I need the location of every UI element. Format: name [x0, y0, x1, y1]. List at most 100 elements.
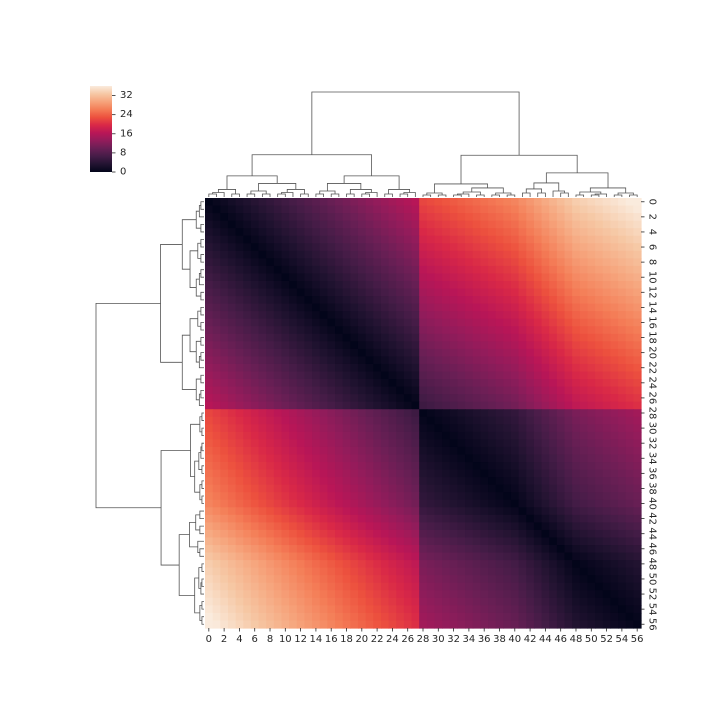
heatmap-cell	[618, 507, 627, 516]
heatmap-cell	[633, 446, 642, 456]
heatmap-cell	[549, 499, 558, 508]
heatmap-cell	[250, 545, 260, 554]
heatmap-cell	[373, 469, 382, 478]
heatmap-cell	[388, 296, 397, 305]
heatmap-cell	[579, 348, 589, 358]
heatmap-cell	[533, 280, 543, 290]
col-dendrogram-link	[453, 194, 462, 197]
heatmap-cell	[312, 280, 321, 290]
heatmap-cell	[503, 280, 512, 290]
heatmap-cell	[564, 446, 573, 456]
heatmap-cell	[572, 341, 581, 350]
heatmap-cell	[472, 567, 481, 576]
heatmap-cell	[579, 560, 589, 569]
heatmap-cell	[526, 620, 535, 629]
heatmap-cell	[266, 454, 275, 463]
heatmap-cell	[625, 424, 634, 433]
heatmap-cell	[212, 288, 221, 297]
heatmap-cell	[350, 446, 359, 456]
heatmap-cell	[243, 567, 252, 576]
heatmap-cell	[602, 371, 611, 380]
heatmap-cell	[235, 341, 244, 350]
heatmap-cell	[549, 560, 558, 569]
heatmap-cell	[503, 198, 512, 207]
heatmap-cell	[556, 620, 566, 629]
heatmap-cell	[549, 469, 558, 478]
row-dendrogram-link	[201, 427, 204, 437]
heatmap-cell	[266, 575, 275, 584]
heatmap-cell	[595, 333, 604, 342]
heatmap-cell	[357, 401, 367, 410]
heatmap-cell	[457, 582, 466, 591]
heatmap-cell	[342, 311, 351, 320]
heatmap-cell	[541, 612, 550, 622]
heatmap-cell	[342, 409, 351, 418]
heatmap-cell	[227, 363, 237, 373]
heatmap-cell	[212, 605, 221, 614]
heatmap-cell	[350, 416, 359, 425]
heatmap-cell	[610, 439, 619, 448]
heatmap-cell	[434, 431, 443, 440]
heatmap-cell	[426, 205, 436, 214]
heatmap-cell	[380, 250, 390, 259]
heatmap-cell	[289, 348, 298, 358]
heatmap-cell	[579, 235, 589, 244]
heatmap-cell	[319, 348, 328, 358]
heatmap-cell	[296, 605, 306, 614]
heatmap-cell	[235, 318, 244, 327]
heatmap-cell	[549, 537, 558, 546]
heatmap-cell	[220, 401, 229, 410]
heatmap-cell	[235, 235, 244, 244]
heatmap-cell	[273, 243, 283, 252]
heatmap-cell	[480, 394, 489, 403]
heatmap-cell	[518, 250, 527, 259]
heatmap-cell	[426, 394, 436, 403]
heatmap-cell	[610, 265, 619, 275]
heatmap-cell	[426, 537, 436, 546]
heatmap-cell	[488, 439, 497, 448]
heatmap-cell	[296, 575, 306, 584]
heatmap-cell	[595, 469, 604, 478]
col-dendrogram-link	[552, 190, 565, 197]
heatmap-cell	[296, 379, 306, 388]
row-dendrogram-link	[198, 205, 204, 218]
heatmap-cell	[503, 379, 512, 388]
heatmap-cell	[273, 507, 283, 516]
heatmap-cell	[472, 243, 481, 252]
heatmap-cell	[541, 303, 550, 312]
heatmap-cell	[319, 477, 328, 486]
heatmap-cell	[205, 386, 214, 395]
heatmap-cell	[304, 401, 313, 410]
heatmap-cell	[541, 341, 550, 350]
heatmap-cell	[510, 258, 520, 267]
heatmap-cell	[342, 318, 351, 327]
heatmap-cell	[342, 454, 351, 463]
heatmap-cell	[243, 303, 252, 312]
heatmap-cell	[205, 409, 214, 418]
x-tick-label: 16	[325, 634, 338, 645]
heatmap-cell	[556, 288, 566, 297]
row-dendrogram-link	[195, 210, 201, 229]
heatmap-cell	[212, 235, 221, 244]
heatmap-cell	[319, 431, 328, 440]
heatmap-cell	[235, 529, 244, 539]
heatmap-cell	[434, 522, 443, 531]
heatmap-cell	[281, 529, 290, 539]
heatmap-cell	[289, 280, 298, 290]
col-dendrogram-link	[365, 192, 378, 197]
heatmap-cell	[373, 552, 382, 561]
heatmap-cell	[503, 250, 512, 259]
heatmap-cell	[518, 552, 527, 561]
heatmap-cell	[426, 379, 436, 388]
heatmap-cell	[556, 273, 566, 282]
heatmap-cell	[388, 371, 397, 380]
heatmap-cell	[495, 597, 504, 606]
heatmap-cell	[357, 537, 367, 546]
heatmap-cell	[595, 545, 604, 554]
heatmap-cell	[434, 318, 443, 327]
heatmap-cell	[518, 424, 527, 433]
heatmap-cell	[373, 326, 382, 335]
heatmap-cell	[243, 597, 252, 606]
heatmap-cell	[579, 446, 589, 456]
heatmap-cell	[227, 409, 237, 418]
